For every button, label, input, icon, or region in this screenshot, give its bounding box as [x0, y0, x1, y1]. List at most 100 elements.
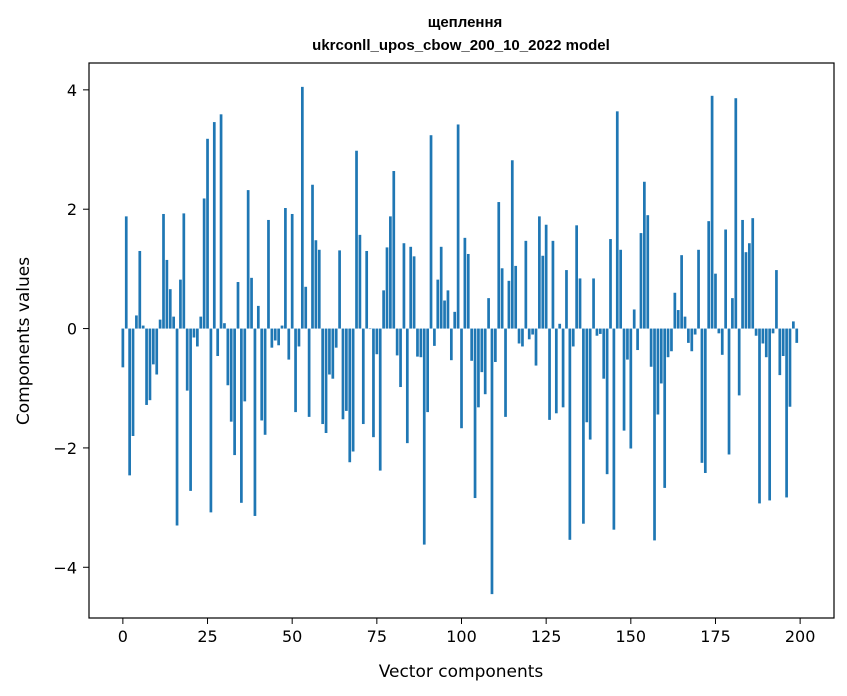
bar-component-9	[151, 328, 155, 365]
bar-component-187	[754, 328, 758, 336]
bar-component-144	[609, 239, 612, 329]
bar-component-40	[256, 305, 260, 329]
bar-component-54	[304, 286, 308, 329]
chart-title: щеплення	[428, 14, 503, 31]
bar-component-27	[212, 122, 216, 329]
bar-component-170	[697, 249, 700, 329]
bar-component-50	[290, 213, 294, 329]
bar-component-177	[720, 328, 724, 355]
bar-component-98	[453, 311, 457, 329]
bar-component-122	[534, 328, 538, 366]
bar-component-26	[209, 328, 213, 513]
bar-component-110	[494, 328, 497, 362]
plot-frame	[88, 62, 835, 619]
bar-component-70	[358, 234, 362, 329]
bar-component-192	[771, 328, 775, 334]
bar-component-19	[185, 328, 189, 391]
bar-component-133	[571, 328, 575, 347]
bar-component-181	[734, 98, 738, 329]
bar-component-158	[656, 328, 660, 415]
bar-component-161	[666, 328, 670, 358]
bar-component-47	[280, 325, 284, 329]
bar-component-8	[148, 328, 152, 401]
bar-component-81	[395, 328, 399, 356]
bar-component-142	[602, 328, 606, 379]
bar-component-48	[284, 208, 287, 329]
bar-component-44	[270, 328, 274, 348]
x-tick-label: 0	[118, 627, 128, 646]
bar-component-18	[182, 213, 186, 329]
bar-component-145	[612, 328, 616, 530]
bar-component-100	[460, 328, 463, 429]
bar-component-162	[670, 328, 673, 352]
bar-component-22	[196, 328, 199, 347]
bar-component-188	[758, 328, 761, 504]
bar-component-169	[693, 328, 697, 335]
bar-component-24	[202, 198, 206, 329]
bar-component-83	[402, 243, 406, 329]
bar-component-141	[598, 328, 602, 334]
bar-component-149	[626, 328, 629, 360]
bar-component-31	[226, 328, 230, 386]
bar-component-102	[466, 253, 470, 329]
y-axis-ticks: −4 −2 0 2 4	[53, 81, 89, 577]
bar-component-7	[145, 328, 148, 405]
bar-component-2	[128, 328, 131, 476]
bar-component-28	[216, 328, 220, 357]
bar-component-157	[653, 328, 656, 541]
bar-component-185	[747, 243, 751, 329]
bar-component-41	[260, 328, 264, 421]
bar-component-103	[470, 328, 474, 361]
bar-component-139	[592, 278, 595, 329]
bar-component-4	[135, 315, 138, 329]
x-tick-label: 75	[367, 627, 387, 646]
bar-component-90	[426, 328, 429, 413]
bar-component-10	[155, 328, 159, 375]
bar-component-13	[165, 259, 169, 329]
bar-component-171	[700, 328, 704, 463]
bar-component-196	[785, 328, 788, 498]
bar-component-94	[439, 246, 443, 329]
bar-component-30	[223, 323, 226, 329]
bar-component-65	[341, 328, 345, 420]
bar-component-134	[575, 225, 578, 329]
bar-component-61	[328, 328, 331, 375]
bar-component-143	[605, 328, 609, 475]
bar-component-179	[727, 328, 731, 455]
bar-component-76	[378, 328, 382, 471]
bar-component-128	[554, 328, 558, 414]
bar-component-151	[632, 309, 636, 329]
bar-component-12	[162, 213, 165, 329]
bar-component-115	[510, 160, 514, 329]
bar-component-175	[714, 273, 717, 329]
x-axis-label: Vector components	[379, 662, 544, 682]
bar-component-127	[551, 240, 555, 329]
bar-component-14	[168, 289, 172, 329]
bar-component-0	[121, 328, 125, 368]
bar-component-59	[321, 328, 325, 425]
bar-component-124	[541, 255, 545, 329]
chart-subtitle: ukrconll_upos_cbow_200_10_2022 model	[312, 37, 610, 54]
bar-component-64	[338, 250, 341, 329]
bar-component-72	[365, 250, 369, 329]
bar-component-121	[531, 328, 534, 335]
bar-component-56	[311, 184, 314, 329]
bar-component-118	[521, 328, 524, 347]
bar-component-150	[629, 328, 633, 449]
bar-component-82	[399, 328, 402, 388]
bar-component-136	[582, 328, 585, 524]
bar-component-135	[578, 278, 582, 329]
bar-component-172	[703, 328, 707, 473]
bar-component-71	[361, 328, 365, 425]
bar-component-113	[504, 328, 507, 417]
bar-component-186	[751, 218, 755, 329]
bar-component-147	[619, 249, 623, 329]
bar-component-131	[565, 270, 568, 329]
bar-component-198	[792, 321, 795, 329]
bar-component-45	[273, 328, 277, 341]
bar-component-96	[446, 290, 450, 329]
bar-component-101	[463, 237, 467, 329]
bar-component-117	[517, 328, 521, 344]
bar-component-73	[368, 328, 372, 330]
bar-component-35	[240, 328, 243, 503]
